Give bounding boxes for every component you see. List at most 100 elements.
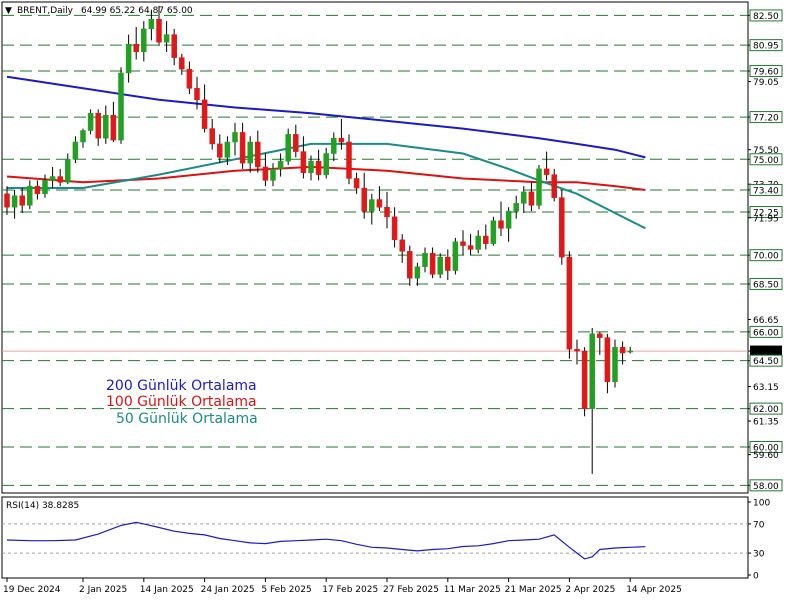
rsi-pane-frame: [1, 496, 749, 579]
candle-body: [72, 141, 79, 160]
candle: [331, 132, 337, 162]
level-label: 66.00: [753, 328, 779, 338]
candle: [528, 182, 535, 212]
current-price-box: [750, 345, 782, 357]
candle-body: [163, 34, 170, 43]
level-label-box: [749, 153, 783, 166]
candle: [574, 339, 580, 365]
candle: [34, 180, 41, 200]
candle-body: [619, 346, 626, 354]
candle: [262, 153, 269, 187]
candle: [323, 147, 329, 179]
candle-body: [391, 216, 398, 241]
candle: [551, 168, 557, 202]
candle-body: [627, 350, 633, 353]
candle-body: [179, 57, 185, 70]
candle-body: [574, 348, 580, 352]
candle-body: [293, 134, 299, 152]
candle: [452, 237, 459, 275]
candle: [110, 101, 117, 143]
candle-body: [277, 160, 284, 170]
candle: [597, 331, 603, 355]
candle: [87, 109, 94, 135]
candle-body: [498, 220, 504, 229]
candle-body: [490, 220, 497, 244]
level-label: 62.00: [753, 405, 779, 415]
level-label-box: [749, 402, 783, 415]
candle: [247, 136, 253, 173]
candle-body: [110, 114, 117, 141]
candle: [57, 168, 63, 187]
date-tick-label: 14 Apr 2025: [626, 585, 682, 595]
candle: [163, 21, 170, 52]
candle-body: [27, 185, 33, 206]
candle: [239, 122, 246, 169]
candle-body: [384, 206, 390, 218]
level-label: 60.00: [753, 443, 779, 453]
candle: [27, 180, 33, 210]
candle-body: [437, 256, 443, 275]
level-label-box: [749, 277, 783, 290]
candle-body: [331, 137, 337, 154]
collapse-triangle-icon[interactable]: ▼: [5, 6, 12, 16]
candle-body: [369, 199, 375, 212]
candle-body: [376, 199, 383, 208]
candle: [315, 149, 322, 181]
price-tick-label: 63.15: [753, 383, 779, 393]
candle-body: [247, 141, 253, 164]
candle: [293, 124, 299, 158]
candle-body: [597, 333, 603, 338]
level-label: 75.00: [753, 156, 779, 166]
candle: [19, 188, 25, 213]
date-tick-label: 2 Jan 2025: [79, 585, 127, 595]
candle-body: [315, 160, 322, 175]
level-label: 79.60: [753, 68, 779, 78]
candle: [369, 193, 375, 225]
candle-body: [338, 137, 345, 143]
candle: [232, 122, 238, 156]
candle: [536, 165, 542, 210]
candle: [171, 28, 177, 66]
candle: [513, 195, 519, 219]
candle: [604, 333, 611, 394]
candle-body: [11, 195, 18, 208]
candle: [422, 247, 428, 273]
candle-body: [551, 174, 557, 198]
candle-body: [323, 153, 329, 175]
candle: [391, 207, 398, 248]
candle-body: [201, 99, 208, 129]
candle-body: [467, 245, 474, 250]
legend-ma100: 100 Günlük Ortalama: [106, 394, 257, 410]
candle-body: [285, 134, 291, 162]
date-tick-label: 2 Apr 2025: [565, 585, 615, 595]
candle: [49, 166, 56, 189]
date-tick-label: 21 Mar 2025: [505, 585, 562, 595]
candle-body: [460, 241, 466, 246]
price-tick-label: 71.95: [753, 214, 779, 224]
candle-body: [445, 256, 451, 271]
candle: [103, 105, 109, 144]
level-label-box: [749, 9, 783, 22]
rsi-tick-label: 30: [753, 550, 765, 560]
candle: [285, 128, 291, 166]
candle-body: [361, 187, 367, 212]
date-tick-label: 27 Feb 2025: [383, 585, 439, 595]
candle: [460, 230, 466, 256]
price-tick-label: 61.35: [753, 418, 779, 428]
price-tick-label: 75.50: [753, 146, 779, 156]
candle: [194, 76, 200, 110]
candle: [72, 136, 79, 164]
candle-body: [414, 266, 421, 279]
current-price-label: 65.00: [753, 348, 779, 358]
candle: [483, 224, 489, 250]
rsi-axis: 100 70 30 0: [748, 499, 770, 582]
candle-body: [399, 239, 405, 252]
level-label-box: [749, 183, 783, 196]
candle: [156, 5, 162, 47]
candle: [407, 245, 413, 286]
level-label: 72.25: [753, 209, 779, 219]
candle-body: [125, 43, 132, 74]
candle-body: [559, 197, 565, 258]
candle: [141, 21, 147, 62]
